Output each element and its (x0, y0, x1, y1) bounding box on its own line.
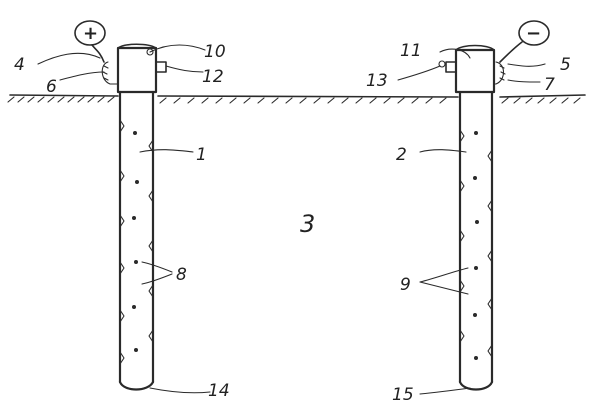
perforations-8 (132, 131, 139, 352)
perforations-9 (473, 131, 479, 360)
electrode-head-right (438, 44, 506, 94)
label-10: 10 (204, 42, 226, 62)
label-8: 8 (176, 265, 187, 285)
positive-sign: + (83, 23, 98, 44)
label-14: 14 (208, 381, 230, 401)
label-7: 7 (544, 75, 555, 95)
label-11: 11 (400, 41, 422, 61)
negative-terminal: − (499, 20, 550, 63)
ground-surface (7, 94, 586, 104)
leader-lines (37, 44, 546, 395)
positive-terminal: + (74, 20, 106, 63)
negative-sign: − (526, 23, 541, 44)
electrode-2 (458, 90, 494, 391)
label-5: 5 (560, 55, 571, 75)
electrode-head-left (101, 43, 167, 94)
label-2: 2 (396, 145, 407, 165)
label-9: 9 (400, 275, 411, 295)
label-3: 3 (300, 210, 315, 238)
label-6: 6 (46, 77, 57, 97)
electrode-1 (118, 90, 155, 391)
label-1: 1 (196, 145, 207, 165)
label-12: 12 (202, 67, 224, 87)
label-13: 13 (366, 71, 388, 91)
label-15: 15 (392, 385, 414, 405)
label-4: 4 (14, 55, 25, 75)
